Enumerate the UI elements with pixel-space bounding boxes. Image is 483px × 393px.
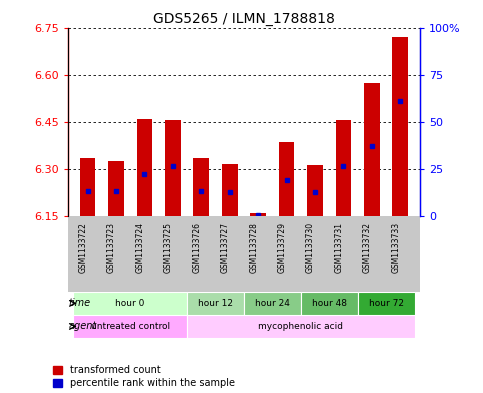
Text: agent: agent <box>68 321 97 331</box>
Text: hour 48: hour 48 <box>312 299 347 308</box>
Bar <box>244 292 301 315</box>
Bar <box>187 292 244 315</box>
Text: GSM1133725: GSM1133725 <box>164 222 173 274</box>
Text: GSM1133732: GSM1133732 <box>363 222 372 274</box>
Bar <box>108 161 124 216</box>
Text: GSM1133727: GSM1133727 <box>221 222 230 274</box>
Bar <box>336 120 351 216</box>
Bar <box>393 37 408 216</box>
Text: GSM1133733: GSM1133733 <box>391 222 400 274</box>
Bar <box>301 292 357 315</box>
Bar <box>187 315 414 338</box>
Title: GDS5265 / ILMN_1788818: GDS5265 / ILMN_1788818 <box>153 13 335 26</box>
Bar <box>250 213 266 216</box>
Bar <box>137 119 152 216</box>
Text: hour 0: hour 0 <box>115 299 145 308</box>
Text: hour 72: hour 72 <box>369 299 404 308</box>
Text: GSM1133728: GSM1133728 <box>249 222 258 273</box>
Text: GSM1133722: GSM1133722 <box>79 222 87 273</box>
Text: time: time <box>68 298 90 309</box>
Text: mycophenolic acid: mycophenolic acid <box>258 322 343 331</box>
Bar <box>279 142 294 216</box>
Text: hour 12: hour 12 <box>198 299 233 308</box>
Text: GSM1133729: GSM1133729 <box>278 222 286 274</box>
Text: GSM1133731: GSM1133731 <box>334 222 343 274</box>
Text: GSM1133730: GSM1133730 <box>306 222 315 274</box>
Bar <box>307 165 323 216</box>
Bar <box>73 315 187 338</box>
Bar <box>73 292 187 315</box>
Text: GSM1133723: GSM1133723 <box>107 222 116 274</box>
Text: GSM1133726: GSM1133726 <box>192 222 201 274</box>
Bar <box>194 158 209 216</box>
Bar <box>80 158 95 216</box>
Bar <box>357 292 414 315</box>
Text: GSM1133724: GSM1133724 <box>135 222 144 274</box>
Bar <box>364 83 380 216</box>
Text: untreated control: untreated control <box>91 322 170 331</box>
Bar <box>165 120 181 216</box>
Legend: transformed count, percentile rank within the sample: transformed count, percentile rank withi… <box>53 365 235 388</box>
Bar <box>222 164 238 216</box>
Text: hour 24: hour 24 <box>255 299 290 308</box>
